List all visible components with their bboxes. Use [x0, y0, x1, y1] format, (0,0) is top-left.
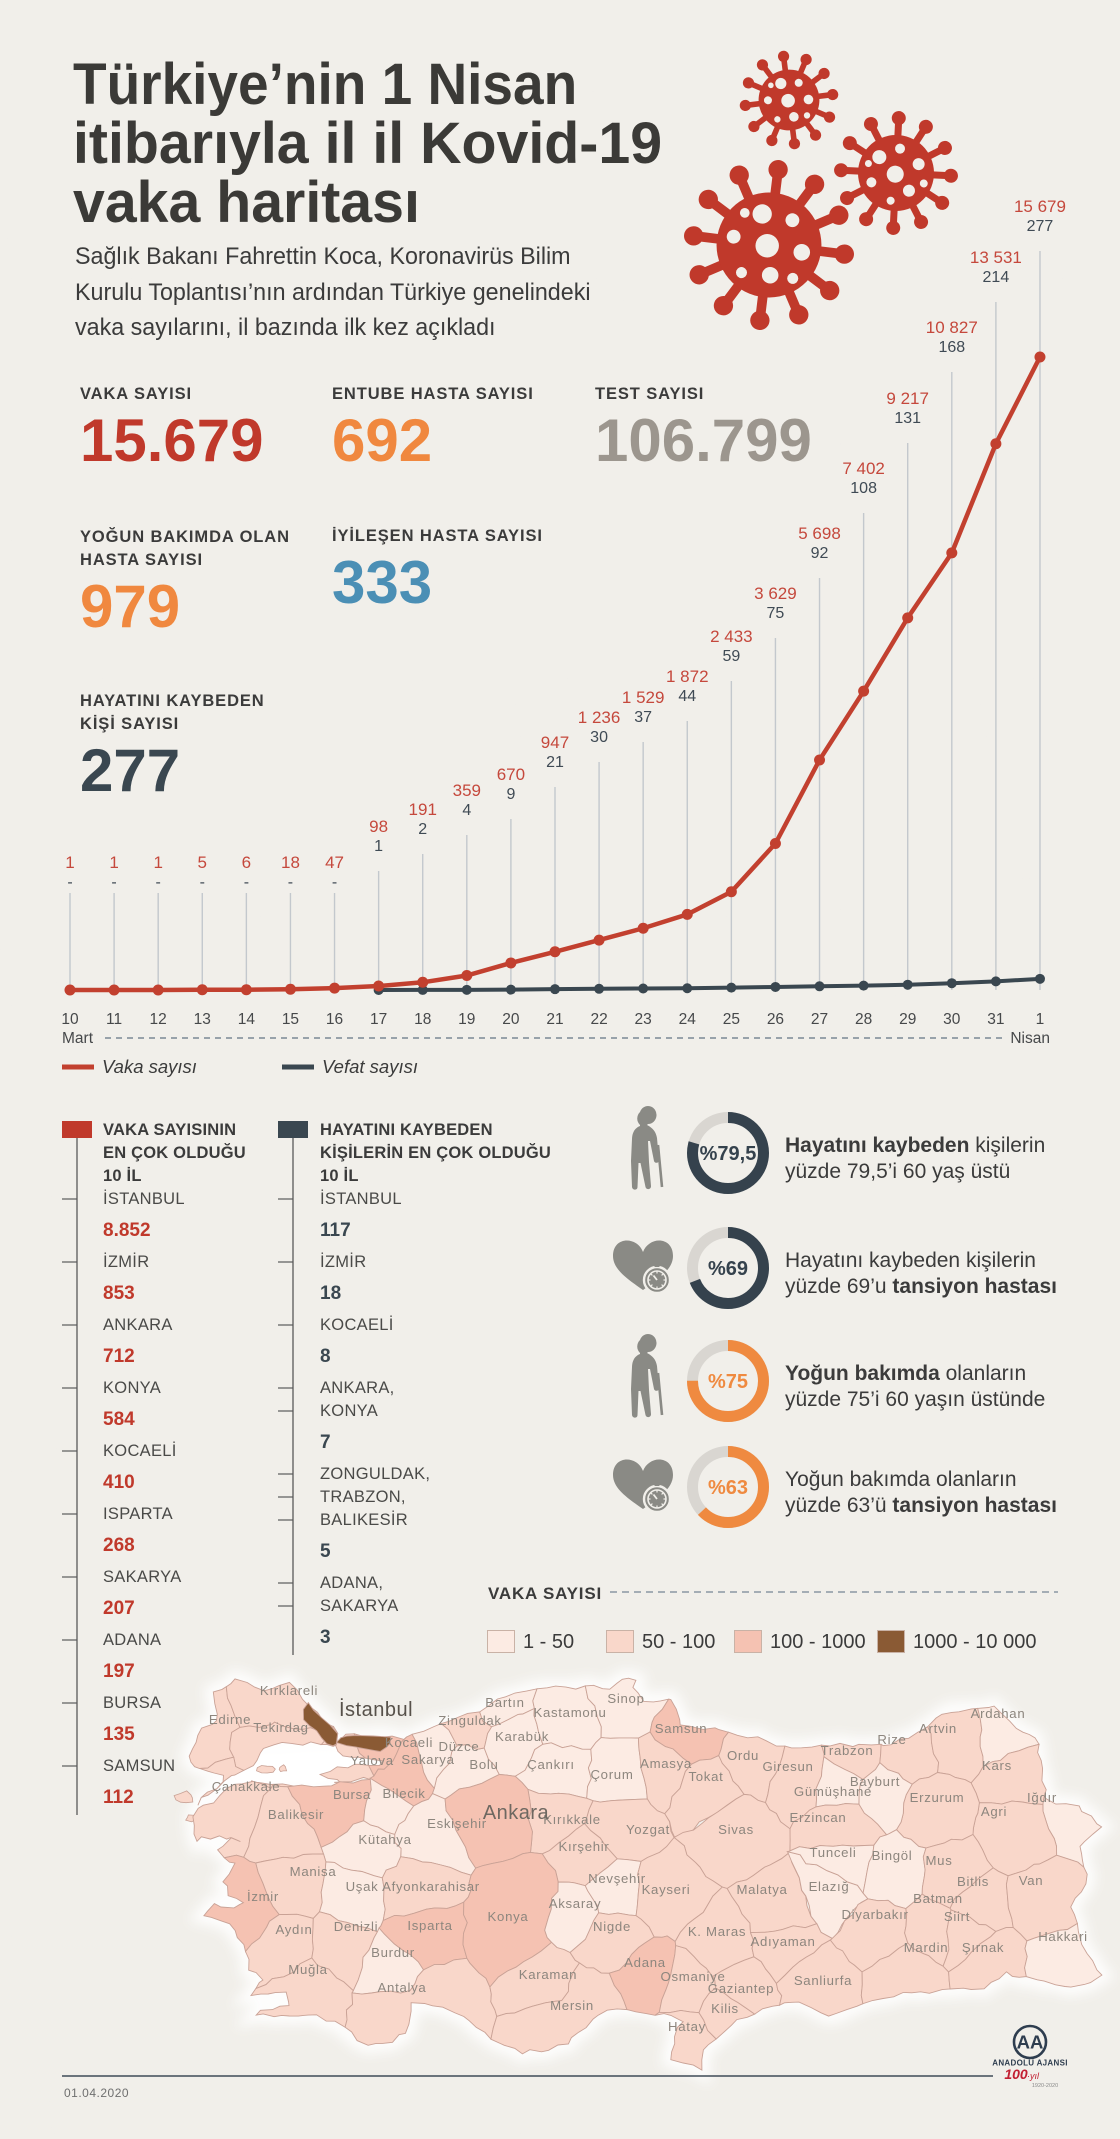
province-label: Ordu — [727, 1748, 759, 1763]
list-header-line: HAYATINI KAYBEDEN — [320, 1121, 493, 1139]
province-label: K. Maras — [688, 1924, 746, 1939]
list-header-swatch — [62, 1121, 92, 1138]
province-label: Elazığ — [809, 1879, 850, 1894]
province-label: Iğdır — [1027, 1790, 1057, 1805]
list-item-name: ISPARTA — [103, 1505, 173, 1523]
list-item-value: 18 — [320, 1283, 341, 1304]
list-item-name: İZMİR — [320, 1252, 366, 1271]
province-label: Batman — [913, 1891, 963, 1906]
province-label: Siirt — [944, 1909, 970, 1924]
list-header-line: VAKA SAYISININ — [103, 1121, 236, 1139]
province-label: Diyarbakır — [841, 1907, 908, 1922]
province-label: Artvin — [919, 1721, 957, 1736]
logo-monogram: AA — [1017, 2032, 1044, 2053]
province-label: Rize — [877, 1732, 906, 1747]
list-item-value: 8 — [320, 1346, 331, 1367]
province-label: Hakkari — [1038, 1929, 1088, 1944]
logo-centennial: 100 — [1004, 2066, 1028, 2082]
list-item-name: BURSA — [103, 1694, 161, 1712]
province-label: Van — [1019, 1873, 1044, 1888]
province-label: Nigde — [593, 1919, 631, 1934]
province-label: Şırnak — [962, 1940, 1004, 1955]
top10-lists: VAKA SAYISININ EN ÇOK OLDUĞU 10 İL İSTANBUL… — [62, 1121, 551, 1815]
logo-yil: ·yıl — [1027, 2071, 1040, 2081]
logo-years: 1920-2020 — [1032, 2083, 1058, 2089]
list-item-value: 207 — [103, 1598, 135, 1619]
province-label: Sivas — [718, 1822, 754, 1837]
list-item-value: 7 — [320, 1432, 331, 1453]
province-label: Giresun — [762, 1759, 813, 1774]
province-label: Çorum — [590, 1767, 633, 1782]
list-item-name: İSTANBUL — [320, 1189, 402, 1208]
list-item-value: 8.852 — [103, 1220, 151, 1241]
province-label: Tokat — [688, 1769, 723, 1784]
province-label: Sinop — [607, 1691, 644, 1706]
province-label: Gümüşhane — [794, 1784, 872, 1799]
list-item-value: 410 — [103, 1472, 135, 1493]
list-item-value: 5 — [320, 1541, 331, 1562]
province-label: Kars — [982, 1758, 1012, 1773]
province-label: Mardin — [904, 1940, 949, 1955]
province-label: Agri — [981, 1804, 1007, 1819]
list-item-name: KOCAELİ — [320, 1315, 394, 1334]
list-item-name: KOCAELİ — [103, 1441, 177, 1460]
province-label: Mus — [925, 1853, 952, 1868]
list-item-value: 197 — [103, 1661, 135, 1682]
province-label: Adıyaman — [751, 1934, 816, 1949]
province-label: Erzincan — [790, 1810, 847, 1825]
province-label: Malatya — [736, 1882, 787, 1897]
province-label: Yozgat — [626, 1822, 670, 1837]
province-label: Kırşehir — [558, 1839, 609, 1854]
list-item-name: KONYA — [320, 1402, 378, 1420]
list-item-name: KONYA — [103, 1379, 161, 1397]
province-label: Bingöl — [872, 1848, 913, 1863]
province-label: Hatay — [668, 2019, 706, 2034]
list-item-value: 135 — [103, 1724, 135, 1745]
list-header-line: KİŞİLERİN EN ÇOK OLDUĞU — [320, 1143, 551, 1162]
list-header-line: 10 İL — [103, 1167, 142, 1185]
list-header-line: 10 İL — [320, 1167, 359, 1185]
list-item-name: TRABZON, — [320, 1488, 406, 1506]
province-label: Nevşehir — [588, 1871, 646, 1886]
province-label: Tunceli — [810, 1845, 857, 1860]
agency-logo: AA ANADOLU AJANSI 100 ·yıl 1920-2020 — [985, 2016, 1075, 2101]
list-item-value: 712 — [103, 1346, 135, 1367]
province-label: Samsun — [655, 1721, 708, 1736]
list-item-value: 117 — [320, 1220, 351, 1241]
list-item-name: ANKARA, — [320, 1379, 395, 1397]
list-item-name: İSTANBUL — [103, 1189, 185, 1208]
province-label: Amasya — [640, 1756, 692, 1771]
province-label: Adana — [624, 1955, 666, 1970]
list-item-name: ANKARA — [103, 1316, 173, 1334]
province-label: Kayseri — [642, 1882, 691, 1897]
province-label: Erzurum — [910, 1790, 965, 1805]
list-item-name: ADANA, — [320, 1574, 383, 1592]
list-item-name: SAMSUN — [103, 1757, 175, 1775]
list-item-value: 853 — [103, 1283, 135, 1304]
province-label: Gaziantep — [708, 1981, 774, 1996]
list-item-value: 268 — [103, 1535, 135, 1556]
list-item-value: 3 — [320, 1627, 331, 1648]
list-item-name: BALIKESİR — [320, 1510, 408, 1529]
province-label: Bitlis — [957, 1874, 989, 1889]
list-header-swatch — [278, 1121, 308, 1138]
province-label: Sanliurfa — [794, 1973, 852, 1988]
province-label: Trabzon — [821, 1743, 874, 1758]
list-item-name: İZMİR — [103, 1252, 149, 1271]
list-item-name: ADANA — [103, 1631, 161, 1649]
list-item-value: 584 — [103, 1409, 135, 1430]
province-label: Ardahan — [971, 1706, 1026, 1721]
list-header-line: EN ÇOK OLDUĞU — [103, 1143, 246, 1162]
province-label: Kilis — [711, 2001, 739, 2016]
list-item-name: SAKARYA — [320, 1597, 399, 1615]
list-item-name: ZONGULDAK, — [320, 1465, 430, 1483]
list-item-name: SAKARYA — [103, 1568, 182, 1586]
list-item-value: 112 — [103, 1787, 134, 1808]
